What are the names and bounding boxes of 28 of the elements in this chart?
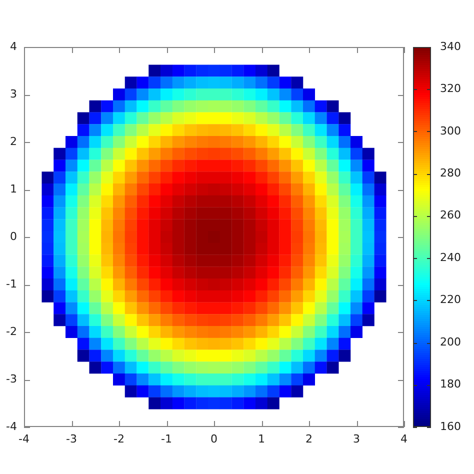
y-tick-label: -1 xyxy=(6,277,17,290)
color-bar-label: 340 xyxy=(440,40,461,53)
color-bar-label: 300 xyxy=(440,124,461,138)
color-bar-label: 260 xyxy=(440,208,461,222)
color-bar-label: 220 xyxy=(440,293,461,306)
color-bar-label: 200 xyxy=(440,335,461,348)
x-tick-label: 0 xyxy=(210,432,218,446)
y-tick-label: 4 xyxy=(10,40,17,53)
y-tick-label: -3 xyxy=(6,372,17,386)
x-tick-label: -3 xyxy=(66,432,77,446)
x-tick-label: -2 xyxy=(114,432,124,446)
x-tick-label: -4 xyxy=(18,432,30,446)
color-bar-label: 240 xyxy=(440,250,461,264)
y-tick-label: 0 xyxy=(10,230,17,243)
y-tick-label: -4 xyxy=(6,420,17,433)
y-tick-label: 2 xyxy=(10,134,17,148)
x-tick-label: 4 xyxy=(400,432,408,446)
x-tick-label: -1 xyxy=(161,432,172,446)
color-bar-label: 160 xyxy=(440,420,461,433)
x-tick-label: 1 xyxy=(258,432,265,446)
color-bar-label: 320 xyxy=(440,82,461,96)
y-tick-label: 3 xyxy=(10,87,17,100)
y-tick-label: -2 xyxy=(6,324,17,338)
x-tick-label: 2 xyxy=(306,432,312,446)
color-bar-label: 280 xyxy=(440,166,461,180)
x-tick-label: 3 xyxy=(353,432,360,446)
color-bar-label: 180 xyxy=(440,378,461,391)
y-tick-label: 1 xyxy=(10,182,17,196)
